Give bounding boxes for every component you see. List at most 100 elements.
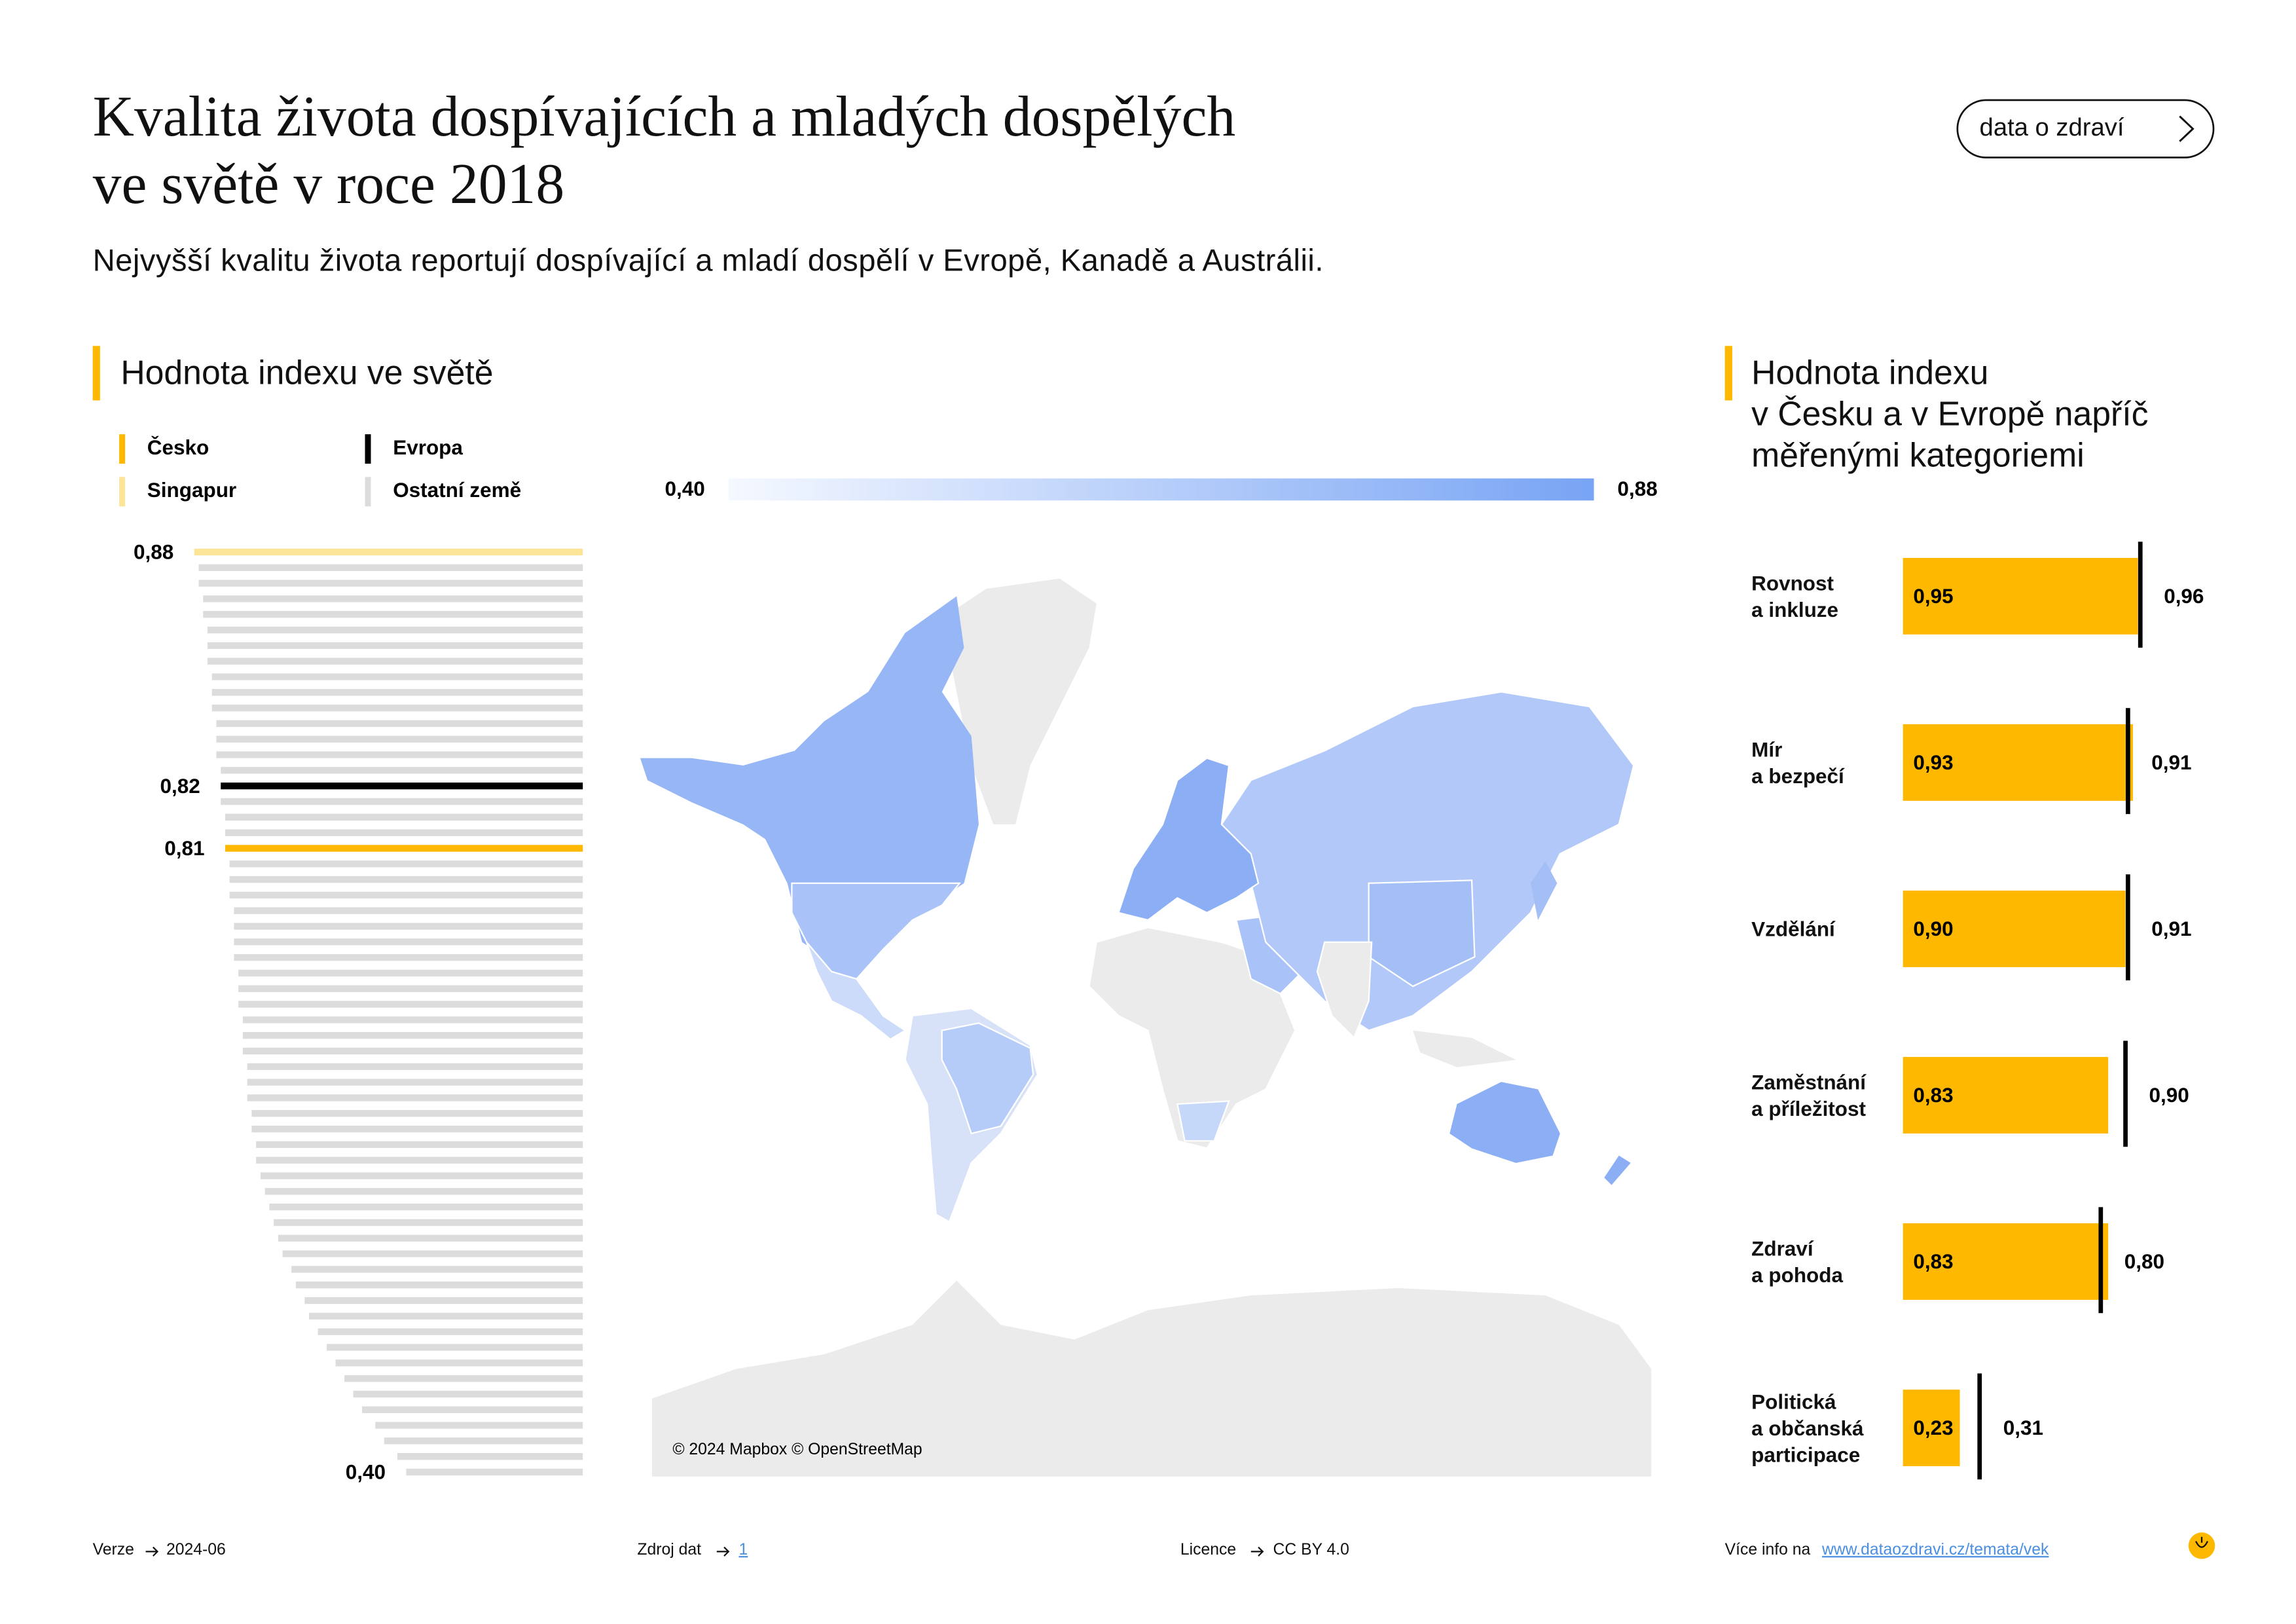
bar — [251, 1110, 583, 1117]
category-label: Zaměstnání a příležitost — [1751, 1070, 1867, 1120]
arrow — [1250, 1546, 1264, 1557]
bar — [211, 673, 583, 680]
bar — [291, 1266, 583, 1273]
bar — [1903, 1390, 1960, 1467]
bar — [278, 1234, 583, 1242]
bar — [375, 1422, 583, 1429]
greenland — [941, 578, 1097, 824]
bar — [211, 689, 583, 696]
category-label: Rovnost a inkluze — [1751, 571, 1839, 621]
reference-label: 0,96 — [2164, 585, 2204, 608]
attribution: © 2024 Mapbox © OpenStreetMap — [672, 1441, 922, 1458]
bar — [1903, 557, 2138, 635]
category-label: Politická a občanská participace — [1751, 1390, 1864, 1467]
bar — [384, 1437, 583, 1445]
colorbar — [728, 478, 1594, 501]
arrow — [716, 1546, 730, 1557]
bar — [1903, 724, 2133, 801]
footer-label: Více info na — [1724, 1541, 1811, 1559]
section-title: Hodnota indexu v Česku a v Evropě napříč… — [1751, 353, 2149, 474]
bar — [225, 813, 583, 821]
colorbar-label: 0,88 — [1618, 477, 1658, 500]
reference-label: 0,31 — [2003, 1416, 2043, 1439]
bar — [234, 953, 583, 961]
bar — [282, 1250, 583, 1257]
islands — [1413, 1030, 1516, 1067]
footer-value: CC BY 4.0 — [1273, 1541, 1349, 1559]
value-label: 0,82 — [160, 775, 200, 798]
legend-label: Evropa — [393, 436, 463, 459]
page-title: Kvalita života dospívajících a mladých d… — [92, 85, 1236, 217]
bar — [207, 657, 583, 665]
button-label[interactable]: data o zdraví — [1979, 113, 2124, 141]
bar — [225, 845, 583, 852]
section-accent — [1724, 346, 1732, 401]
bar — [344, 1375, 583, 1382]
bar-value-label: 0,95 — [1913, 585, 1953, 608]
category-label: Mír a bezpečí — [1751, 737, 1844, 788]
button-outline[interactable] — [1956, 99, 2215, 158]
bar — [353, 1390, 583, 1398]
bar-value-label: 0,90 — [1913, 917, 1953, 940]
bar — [309, 1312, 583, 1320]
bar — [221, 767, 583, 774]
bar — [234, 907, 583, 914]
value-label: 0,40 — [346, 1461, 386, 1484]
bar — [251, 1125, 583, 1133]
bar-value-label: 0,93 — [1913, 751, 1953, 774]
category-label: Zdraví a pohoda — [1751, 1236, 1844, 1287]
value-label: 0,88 — [134, 541, 173, 564]
value-label: 0,81 — [164, 837, 204, 860]
footer-label: Zdroj dat — [637, 1541, 701, 1559]
bar — [198, 580, 583, 587]
arrow — [145, 1546, 159, 1557]
reference-label: 0,91 — [2151, 917, 2191, 940]
bar — [242, 1016, 583, 1024]
bar — [216, 720, 583, 728]
info-link[interactable]: www.dataozdravi.cz/temata/vek — [1822, 1541, 2049, 1559]
legend-swatch — [119, 434, 126, 464]
chevron — [2179, 115, 2195, 142]
subtitle: Nejvyšší kvalitu života reportují dospív… — [92, 244, 1324, 278]
footer-label: Verze — [92, 1541, 134, 1559]
brazil — [941, 1022, 1034, 1135]
bar — [216, 751, 583, 758]
bar — [397, 1453, 583, 1460]
usa — [791, 882, 962, 980]
bar — [234, 923, 583, 930]
source-link[interactable]: 1 — [738, 1541, 748, 1559]
legend-label: Ostatní země — [393, 479, 521, 502]
bar — [269, 1203, 583, 1211]
reference-label: 0,80 — [2124, 1250, 2164, 1273]
logo-mark — [2195, 1536, 2209, 1548]
bar — [247, 1079, 583, 1086]
bar — [406, 1468, 583, 1476]
bar — [260, 1172, 583, 1179]
bar — [211, 704, 583, 712]
legend-swatch — [365, 434, 371, 464]
bar — [256, 1156, 583, 1164]
bar — [229, 860, 583, 868]
bar — [216, 735, 583, 743]
bar-value-label: 0,83 — [1913, 1084, 1953, 1107]
reference-label: 0,91 — [2151, 751, 2191, 774]
bar — [295, 1282, 583, 1289]
japan — [1530, 861, 1558, 920]
bar — [203, 595, 583, 602]
africa — [1088, 927, 1296, 1149]
bar-value-label: 0,83 — [1913, 1250, 1953, 1273]
australia — [1449, 1082, 1560, 1163]
category-label: Vzdělání — [1751, 917, 1835, 941]
map — [640, 578, 1652, 1477]
bar — [207, 626, 583, 634]
bar — [247, 1063, 583, 1071]
bar — [247, 1094, 583, 1101]
legend-swatch — [119, 477, 126, 507]
section-accent — [92, 346, 100, 401]
bar — [264, 1188, 583, 1195]
bar — [335, 1359, 583, 1367]
bar — [221, 798, 583, 805]
footer-value: 2024-06 — [166, 1541, 226, 1559]
